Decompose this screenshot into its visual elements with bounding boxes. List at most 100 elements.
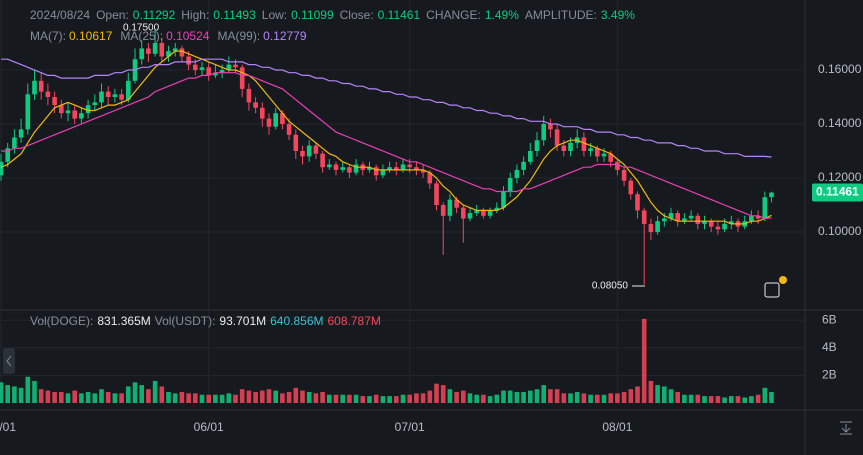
candle-body — [32, 80, 37, 95]
volume-bar — [327, 394, 332, 403]
collapse-button[interactable] — [3, 348, 15, 374]
candle-body — [286, 124, 292, 135]
candle-body — [0, 161, 4, 176]
volume-bar — [132, 382, 138, 403]
volume-bar — [32, 380, 37, 403]
candle-body — [702, 221, 707, 224]
volume-bar — [608, 393, 613, 403]
candle-body — [5, 148, 10, 162]
candle-body — [608, 153, 613, 162]
candle-body — [394, 167, 399, 170]
volume-bar — [742, 397, 747, 403]
volume-bar — [246, 390, 252, 403]
candle-body — [507, 177, 513, 192]
volume-bar — [461, 390, 466, 403]
candle-body — [193, 64, 198, 71]
volume-bar — [688, 394, 694, 403]
volume-bar — [708, 396, 714, 403]
candle-body — [467, 213, 473, 219]
candle-body — [206, 67, 211, 76]
volume-bar — [722, 397, 727, 403]
volume-bar — [219, 394, 225, 403]
volume-bar — [400, 394, 406, 403]
candle-body — [601, 153, 607, 157]
header-label: High: — [181, 8, 209, 22]
ma-legend-value: 0.10617 — [69, 29, 113, 43]
candle-body — [253, 102, 258, 108]
volume-bar — [213, 394, 218, 403]
candle-body — [166, 51, 171, 57]
volume-bar — [38, 389, 44, 403]
header-label: Low: — [262, 8, 287, 22]
notes-icon[interactable] — [764, 282, 780, 298]
candle-body — [501, 191, 506, 208]
candle-body — [548, 124, 553, 130]
candle-body — [434, 183, 439, 205]
volume-bar — [373, 394, 379, 403]
volume-bar — [152, 380, 158, 403]
volume-bar — [333, 394, 339, 403]
volume-bar — [655, 385, 660, 403]
candles — [0, 29, 774, 285]
volume-bar — [280, 393, 285, 403]
candle-body — [648, 223, 654, 232]
header-label: CHANGE: — [426, 8, 481, 22]
volume-bar — [662, 386, 667, 403]
volume-bar — [574, 391, 580, 403]
candle-body — [541, 124, 546, 141]
volume-bar — [5, 385, 10, 403]
volume-bar — [494, 394, 500, 403]
candle-body — [306, 145, 312, 157]
volume-bar — [0, 382, 4, 403]
candle-body — [119, 94, 124, 100]
candle-body — [581, 137, 587, 152]
candle-body — [695, 215, 701, 224]
last-price-tag — [812, 183, 863, 202]
volume-bar — [266, 389, 272, 403]
candle-body — [568, 142, 573, 152]
candle-body — [367, 167, 372, 170]
candle-body — [615, 161, 620, 170]
scale-icon[interactable] — [840, 421, 852, 435]
volume-bar — [25, 376, 31, 403]
volume-legend: Vol(DOGE): 831.365M Vol(USDT): 93.701M 640.8… — [30, 314, 381, 328]
candle-body — [715, 226, 721, 230]
volume-legend-item: Vol(USDT): — [155, 314, 216, 328]
volume-bar — [601, 394, 607, 403]
x-tick-label: 08/01 — [602, 420, 632, 434]
volume-bar — [139, 385, 144, 403]
volume-bar — [420, 393, 426, 403]
header-label: Open: — [96, 8, 129, 22]
volume-bar — [105, 391, 111, 403]
volume-bar — [300, 390, 305, 403]
candle-body — [420, 169, 426, 173]
volume-bar — [675, 391, 680, 403]
candle-body — [621, 169, 627, 181]
candle-body — [79, 113, 84, 119]
candle-body — [353, 164, 359, 173]
ma-legend-name: MA(7): — [30, 29, 66, 43]
y-tick-label: 0.10000 — [818, 224, 862, 238]
volume-bar — [360, 396, 366, 403]
candle-body — [12, 137, 17, 149]
candle-body — [407, 164, 412, 168]
candle-body — [675, 213, 680, 222]
candle-body — [146, 48, 151, 54]
volume-tick-label: 6B — [822, 312, 837, 326]
candle-body — [239, 67, 245, 89]
candle-body — [769, 192, 774, 198]
candle-body — [112, 94, 118, 98]
ma-line — [0, 50, 772, 225]
candle-body — [105, 91, 111, 98]
volume-bar — [394, 396, 399, 403]
volume-bar — [387, 396, 392, 403]
candle-body — [273, 113, 278, 127]
volume-bar — [233, 394, 238, 403]
header-value: 0.11292 — [133, 8, 176, 22]
candle-body — [427, 172, 433, 184]
candle-body — [159, 43, 165, 57]
volume-bar — [367, 396, 372, 403]
candle-body — [722, 223, 727, 230]
volume-bar — [159, 386, 165, 403]
